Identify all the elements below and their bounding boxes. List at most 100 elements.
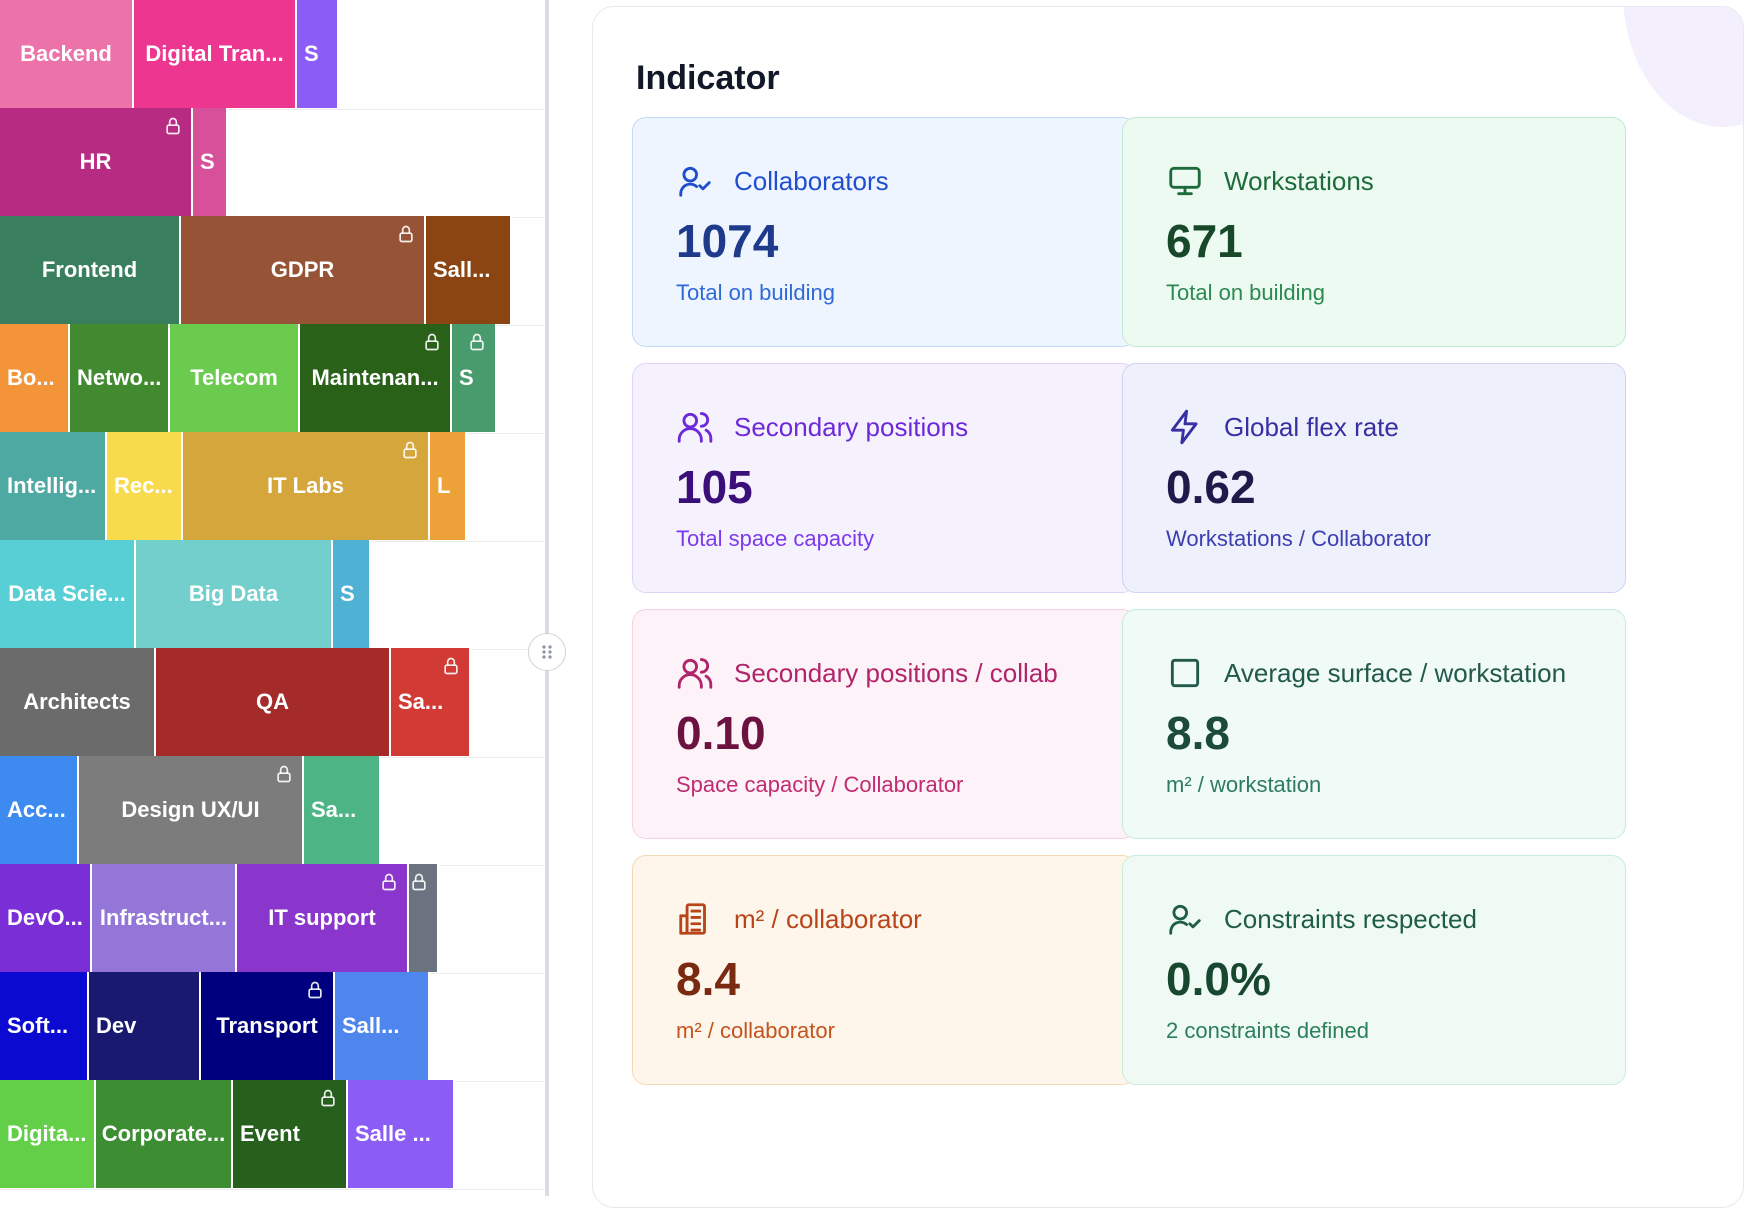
pane-divider[interactable] bbox=[545, 0, 549, 1196]
treemap-tile[interactable]: Corporate... bbox=[96, 1080, 233, 1188]
tile-label: S bbox=[340, 581, 355, 606]
card-value: 0.0% bbox=[1166, 953, 1271, 1005]
treemap-tile[interactable]: Sall... bbox=[426, 216, 512, 324]
treemap-tile[interactable]: S bbox=[333, 540, 371, 648]
treemap-tile[interactable]: Digita... bbox=[0, 1080, 96, 1188]
card-title: Workstations bbox=[1224, 166, 1374, 196]
tile-label: Sa... bbox=[398, 689, 444, 714]
monitor-icon bbox=[1166, 162, 1204, 200]
treemap-row: HR S bbox=[0, 108, 545, 218]
treemap-tile[interactable]: HR bbox=[0, 108, 193, 216]
treemap-row: Digita... Corporate... Event Salle ... bbox=[0, 1080, 545, 1190]
tile-label: Bo... bbox=[7, 365, 55, 390]
tile-label: Big Data bbox=[188, 581, 279, 606]
card-subtitle: m² / collaborator bbox=[676, 1018, 835, 1043]
treemap-tile[interactable]: DevO... bbox=[0, 864, 92, 972]
treemap-tile[interactable]: Sa... bbox=[304, 756, 381, 864]
treemap-pane: Backend Digital Tran... S HR S Frontend GDPR Sa… bbox=[0, 0, 545, 1196]
tile-label: IT support bbox=[268, 905, 376, 930]
users-icon bbox=[676, 408, 714, 446]
treemap-tile[interactable]: Maintenan... bbox=[300, 324, 452, 432]
tile-label: Netwo... bbox=[77, 365, 162, 390]
treemap-tile[interactable]: Bo... bbox=[0, 324, 70, 432]
treemap-tile[interactable]: Sall... bbox=[335, 972, 430, 1080]
treemap-tile[interactable]: Rec... bbox=[107, 432, 183, 540]
treemap-tile[interactable]: Big Data bbox=[136, 540, 333, 648]
drag-handle-icon bbox=[542, 645, 552, 659]
lock-icon bbox=[409, 872, 429, 892]
card-title: Collaborators bbox=[734, 166, 889, 196]
tile-label: Dev bbox=[96, 1013, 137, 1038]
indicator-card: Workstations 671 Total on building bbox=[1122, 117, 1626, 347]
lock-icon bbox=[422, 332, 442, 352]
building-icon bbox=[676, 900, 714, 938]
tile-label: Infrastruct... bbox=[99, 905, 228, 930]
treemap-tile[interactable]: Digital Tran... bbox=[134, 0, 297, 108]
treemap-tile[interactable]: IT Labs bbox=[183, 432, 430, 540]
treemap-tile[interactable] bbox=[409, 864, 439, 972]
treemap-tile[interactable]: Salle ... bbox=[348, 1080, 455, 1188]
card-subtitle: Workstations / Collaborator bbox=[1166, 526, 1431, 551]
tile-label: DevO... bbox=[7, 905, 83, 930]
treemap-tile[interactable]: Data Scie... bbox=[0, 540, 136, 648]
treemap-tile[interactable]: Acc... bbox=[0, 756, 79, 864]
treemap-row: Acc... Design UX/UI Sa... bbox=[0, 756, 545, 866]
resize-handle[interactable] bbox=[528, 633, 566, 671]
tile-label: Digital Tran... bbox=[145, 41, 284, 66]
treemap-tile[interactable]: Frontend bbox=[0, 216, 181, 324]
treemap-tile[interactable]: IT support bbox=[237, 864, 409, 972]
treemap-row: Soft... Dev Transport Sall... bbox=[0, 972, 545, 1082]
tile-label: Sall... bbox=[433, 257, 491, 282]
tile-label: Design UX/UI bbox=[121, 797, 260, 822]
card-title: Global flex rate bbox=[1224, 412, 1399, 442]
tile-label: Maintenan... bbox=[311, 365, 439, 390]
lightning-icon bbox=[1166, 408, 1204, 446]
treemap-tile[interactable]: QA bbox=[156, 648, 391, 756]
tile-label: S bbox=[200, 149, 215, 174]
card-subtitle: Total on building bbox=[676, 280, 836, 305]
treemap-tile[interactable]: Infrastruct... bbox=[92, 864, 237, 972]
treemap-tile[interactable]: S bbox=[297, 0, 339, 108]
indicator-card: Average surface / workstation 8.8 m² / wor… bbox=[1122, 609, 1626, 839]
indicator-card: Secondary positions 105 Total space capaci… bbox=[632, 363, 1136, 593]
tile-label: Sall... bbox=[342, 1013, 400, 1038]
tile-label: Intellig... bbox=[7, 473, 97, 498]
tile-label: S bbox=[304, 41, 319, 66]
lock-icon bbox=[400, 440, 420, 460]
treemap-tile[interactable]: GDPR bbox=[181, 216, 426, 324]
user-check-icon bbox=[676, 162, 714, 200]
treemap-tile[interactable]: Intellig... bbox=[0, 432, 107, 540]
user-check-icon bbox=[1166, 900, 1204, 938]
tile-label: IT Labs bbox=[266, 473, 344, 498]
card-title: Constraints respected bbox=[1224, 904, 1477, 934]
treemap-tile[interactable]: Netwo... bbox=[70, 324, 170, 432]
treemap-tile[interactable]: Backend bbox=[0, 0, 134, 108]
card-value: 671 bbox=[1166, 215, 1243, 267]
card-value: 0.10 bbox=[676, 707, 766, 759]
indicator-panel: Indicator Collaborators 1074 Total on buil… bbox=[592, 6, 1744, 1208]
treemap-tile[interactable]: Architects bbox=[0, 648, 156, 756]
card-value: 0.62 bbox=[1166, 461, 1256, 513]
tile-label: Backend bbox=[20, 41, 112, 66]
treemap-tile[interactable]: L bbox=[430, 432, 467, 540]
square-icon bbox=[1166, 654, 1204, 692]
treemap-row: Intellig... Rec... IT Labs L bbox=[0, 432, 545, 542]
lock-icon bbox=[163, 116, 183, 136]
treemap-row: Bo... Netwo... Telecom Maintenan... S bbox=[0, 324, 545, 434]
lock-icon bbox=[441, 656, 461, 676]
treemap-tile[interactable]: Event bbox=[233, 1080, 348, 1188]
treemap-tile[interactable]: Telecom bbox=[170, 324, 300, 432]
treemap-tile[interactable]: Sa... bbox=[391, 648, 471, 756]
treemap-tile[interactable]: Design UX/UI bbox=[79, 756, 304, 864]
tile-label: Salle ... bbox=[355, 1121, 431, 1146]
tile-label: Soft... bbox=[7, 1013, 69, 1038]
treemap-tile[interactable]: Soft... bbox=[0, 972, 89, 1080]
card-title: m² / collaborator bbox=[734, 904, 922, 934]
tile-label: Architects bbox=[23, 689, 131, 714]
treemap-tile[interactable]: Transport bbox=[201, 972, 335, 1080]
tile-label: Digita... bbox=[7, 1121, 87, 1146]
treemap-row: DevO... Infrastruct... IT support bbox=[0, 864, 545, 974]
treemap-tile[interactable]: Dev bbox=[89, 972, 201, 1080]
treemap-tile[interactable]: S bbox=[452, 324, 497, 432]
treemap-tile[interactable]: S bbox=[193, 108, 228, 216]
